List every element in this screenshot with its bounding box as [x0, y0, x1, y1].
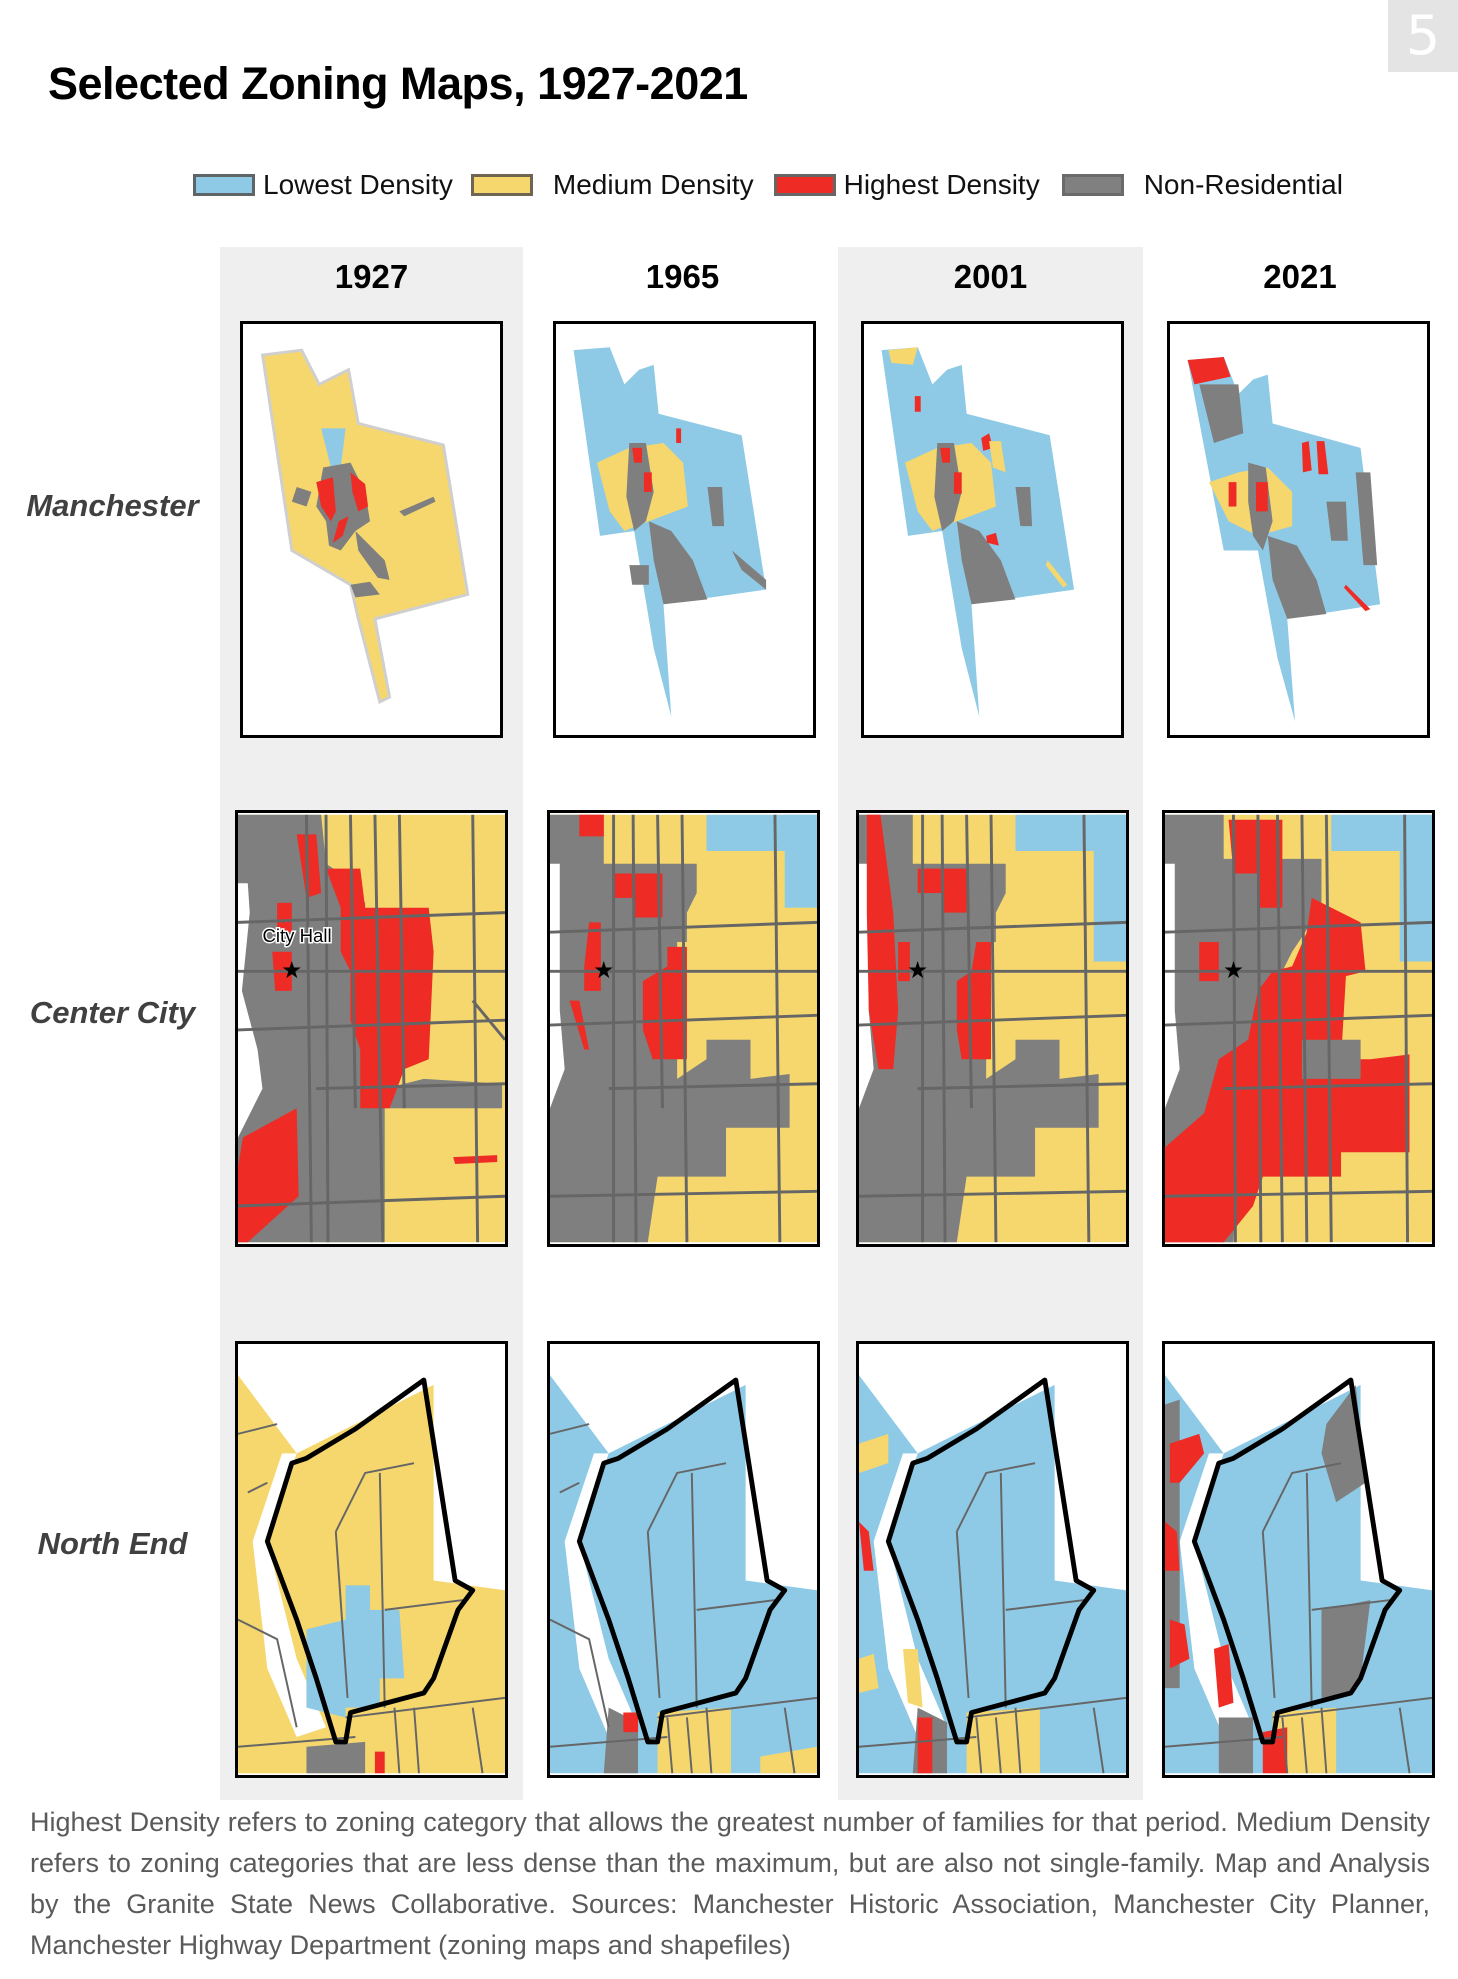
non-residential-swatch — [1061, 174, 1124, 196]
city-hall-label: City Hall — [262, 925, 331, 946]
map-manchester-2001 — [861, 321, 1124, 738]
legend-label: Lowest Density — [263, 169, 453, 200]
highest-density-swatch — [773, 174, 836, 196]
north-end-boundary — [576, 1377, 788, 1745]
north-end-boundary — [1191, 1377, 1403, 1745]
year-header-2001: 2001 — [953, 258, 1028, 295]
district-map — [238, 1375, 505, 1774]
district-map: ★ — [859, 814, 1126, 1243]
district-map — [550, 1375, 817, 1774]
legend-label: Non-Residential — [1143, 169, 1343, 200]
map-north-end-1927 — [235, 1341, 508, 1778]
star-icon: ★ — [1223, 957, 1244, 983]
map-center-city-1927: City Hall ★ — [235, 810, 508, 1247]
map-center-city-2021: ★ — [1162, 810, 1435, 1247]
footnote: Highest Density refers to zoning categor… — [30, 1807, 1430, 1960]
district-map — [1165, 1375, 1432, 1774]
legend: Lowest Density Medium Density Highest De… — [193, 168, 1343, 202]
city-map — [1187, 357, 1381, 722]
map-manchester-2021 — [1167, 321, 1430, 738]
north-end-boundary — [264, 1377, 476, 1745]
row-label-manchester: Manchester — [26, 488, 199, 523]
district-map: ★ — [550, 814, 817, 1243]
city-map — [881, 347, 1075, 717]
district-map: City Hall ★ — [238, 814, 505, 1243]
legend-item-lowest: Lowest Density — [193, 169, 453, 201]
row-label-north-end: North End — [37, 1526, 188, 1561]
map-north-end-2021 — [1162, 1341, 1435, 1778]
legend-item-highest: Highest Density — [773, 169, 1040, 201]
star-icon: ★ — [907, 957, 928, 983]
district-map — [859, 1375, 1126, 1774]
map-center-city-1965: ★ — [547, 810, 820, 1247]
page-number-badge: 5 — [1388, 0, 1458, 72]
city-map — [573, 347, 767, 717]
legend-label: Medium Density — [552, 169, 754, 200]
district-map: ★ — [1165, 814, 1432, 1243]
year-header-1965: 1965 — [645, 258, 720, 295]
row-label-center-city: Center City — [29, 995, 196, 1030]
north-end-boundary — [885, 1377, 1097, 1745]
map-manchester-1965 — [553, 321, 816, 738]
map-manchester-1927 — [240, 321, 503, 738]
lowest-density-swatch — [193, 174, 255, 196]
star-icon: ★ — [281, 957, 302, 983]
year-header-1927: 1927 — [334, 258, 409, 295]
map-center-city-2001: ★ — [856, 810, 1129, 1247]
year-header-2021: 2021 — [1263, 258, 1337, 295]
legend-item-medium: Medium Density — [470, 169, 754, 201]
map-north-end-1965 — [547, 1341, 820, 1778]
page-title: Selected Zoning Maps, 1927-2021 — [48, 58, 748, 109]
legend-label: Highest Density — [843, 169, 1040, 200]
map-north-end-2001 — [856, 1341, 1129, 1778]
medium-density-swatch — [470, 174, 533, 196]
legend-item-nonres: Non-Residential — [1061, 169, 1343, 201]
star-icon: ★ — [593, 957, 614, 983]
city-map — [260, 348, 470, 705]
